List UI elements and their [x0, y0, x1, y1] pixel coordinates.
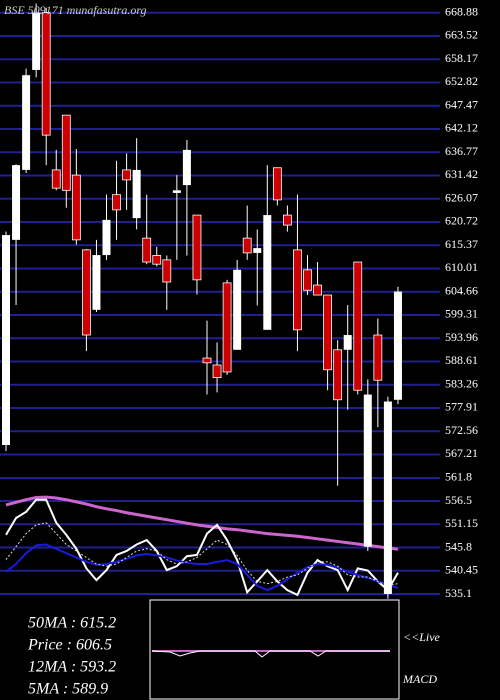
indicator-line — [5, 522, 399, 587]
candle-body — [373, 334, 383, 381]
candle-body — [253, 248, 262, 253]
info-50ma: 50MA : 615.2 — [28, 615, 116, 632]
candle-body — [92, 255, 101, 310]
y-tick-label: 545.8 — [445, 539, 472, 553]
candles — [2, 3, 402, 599]
candle-body — [12, 165, 21, 240]
y-tick-label: 610.01 — [445, 260, 478, 274]
live-label: <<Live — [403, 630, 441, 644]
candle-body — [293, 249, 302, 331]
candle-body — [192, 214, 202, 281]
indicator-line — [5, 495, 399, 551]
candle-body — [272, 167, 282, 201]
watermark: BSE 509171 munafasutra.org — [4, 3, 147, 17]
candle-body — [51, 169, 61, 189]
info-12ma: 12MA : 593.2 — [28, 659, 116, 676]
y-tick-label: 572.56 — [445, 423, 478, 437]
y-tick-label: 593.96 — [445, 330, 478, 344]
info-5ma: 5MA : 589.9 — [28, 681, 108, 698]
candle-body — [71, 174, 81, 241]
candle-body — [102, 219, 111, 256]
candle-body — [363, 394, 372, 547]
candle-body — [323, 294, 333, 371]
candle-body — [333, 349, 343, 401]
candle-body — [2, 235, 10, 445]
y-tick-label: 535.1 — [445, 586, 472, 600]
y-tick-label: 567.21 — [445, 446, 478, 460]
y-tick-label: 599.31 — [445, 307, 478, 321]
candle-body — [142, 237, 152, 263]
y-tick-label: 551.15 — [445, 516, 478, 530]
macd-box — [149, 599, 400, 700]
y-tick-label: 577.91 — [445, 400, 478, 414]
candle-body — [383, 401, 392, 595]
y-tick-label: 647.47 — [445, 97, 478, 111]
candle-body — [41, 12, 51, 136]
y-tick-label: 626.07 — [445, 190, 478, 204]
candle-body — [202, 357, 212, 364]
y-tick-label: 642.12 — [445, 121, 478, 135]
y-tick-label: 615.37 — [445, 237, 478, 251]
macd-line — [151, 650, 390, 658]
candle-body — [343, 335, 352, 350]
candle-body — [82, 249, 91, 336]
candle-body — [182, 149, 191, 186]
y-tick-label: 620.72 — [445, 214, 478, 228]
candle-body — [233, 269, 242, 350]
candle-body — [32, 12, 41, 70]
candle-body — [212, 364, 222, 379]
y-tick-label: 636.77 — [445, 144, 478, 158]
indicator-line — [5, 498, 399, 597]
indicator-line — [5, 543, 399, 592]
y-tick-label: 604.66 — [445, 283, 478, 297]
y-tick-label: 652.82 — [445, 74, 478, 88]
candle-body — [162, 259, 172, 283]
candle-body — [353, 261, 363, 391]
y-tick-label: 583.26 — [445, 376, 478, 390]
y-tick-label: 540.45 — [445, 563, 478, 577]
y-tick-label: 561.8 — [445, 470, 472, 484]
candle-body — [172, 190, 181, 193]
candle-body — [132, 169, 141, 219]
y-tick-label: 663.52 — [445, 28, 478, 42]
y-tick-label: 658.17 — [445, 51, 478, 65]
candle-body — [313, 284, 322, 296]
y-tick-label: 588.61 — [445, 353, 478, 367]
candle-body — [393, 291, 402, 400]
candle-body — [122, 169, 131, 181]
candle-body — [222, 282, 232, 373]
candle-body — [282, 214, 292, 226]
candle-body — [22, 75, 31, 170]
candle-body — [303, 269, 312, 291]
indicator-lines — [5, 495, 399, 597]
y-tick-label: 556.5 — [445, 493, 472, 507]
candle-body — [112, 194, 121, 211]
candle-body — [263, 215, 272, 330]
candle-body — [61, 114, 71, 191]
y-tick-label: 631.42 — [445, 167, 478, 181]
y-tick-label: 668.88 — [445, 4, 478, 18]
candle-body — [152, 255, 162, 265]
macd-panel — [149, 599, 400, 700]
candle-body — [242, 237, 252, 254]
indicator-label: MACD — [402, 672, 437, 686]
info-price: Price : 606.5 — [27, 637, 112, 654]
